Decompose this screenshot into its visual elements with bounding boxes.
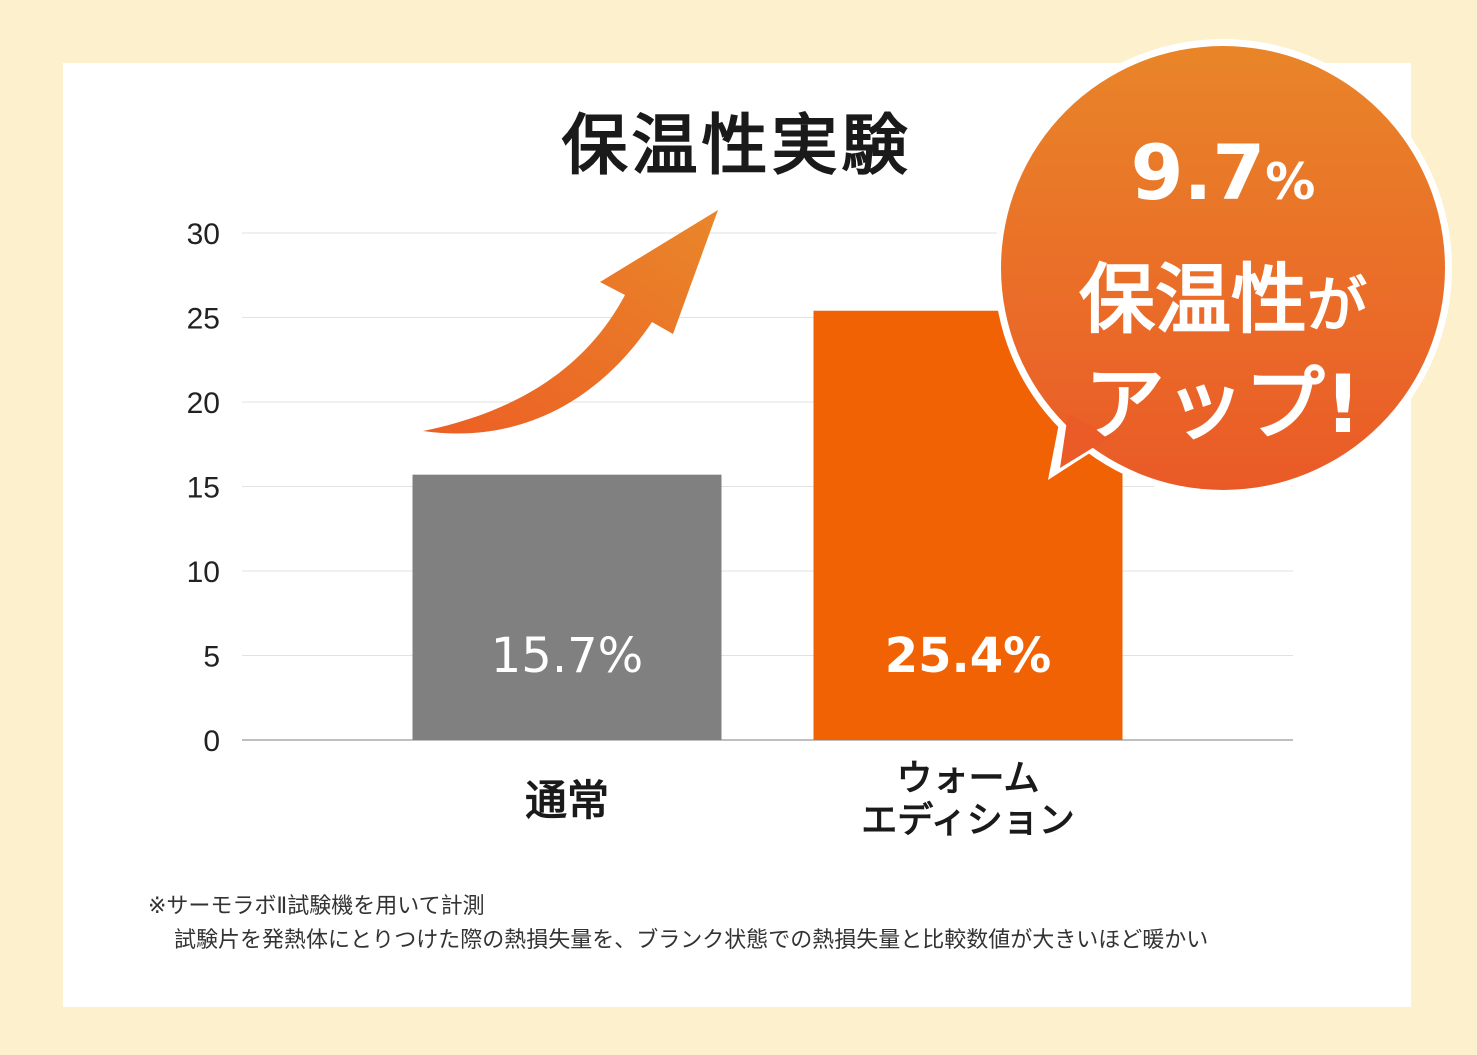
callout-line-3: アップ! xyxy=(1084,358,1362,451)
y-tick-label: 30 xyxy=(187,218,220,251)
chart-title: 保温性実験 xyxy=(561,107,912,184)
y-axis-ticks: 0 5 10 15 20 25 30 xyxy=(187,218,220,758)
y-tick-label: 25 xyxy=(187,303,220,336)
footnote-line-1: ※サーモラボⅡ試験機を用いて計測 xyxy=(148,894,485,919)
y-tick-label: 15 xyxy=(187,472,220,505)
x-category-label: 通常 xyxy=(525,776,609,825)
y-tick-label: 10 xyxy=(187,556,220,589)
bar-data-label: 25.4% xyxy=(885,628,1052,684)
y-tick-label: 20 xyxy=(187,387,220,420)
bar xyxy=(412,474,722,740)
footnote: ※サーモラボⅡ試験機を用いて計測 試験片を発熱体にとりつけた際の熱損失量を、ブラ… xyxy=(148,890,1208,958)
x-category-label: ウォーム xyxy=(897,758,1040,799)
y-tick-label: 0 xyxy=(203,725,220,758)
callout-line-2: 保温性が xyxy=(1079,255,1367,344)
bar-data-label: 15.7% xyxy=(491,628,643,684)
footnote-line-2: 試験片を発熱体にとりつけた際の熱損失量を、ブランク状態での熱損失量と比較数値が大… xyxy=(174,928,1209,953)
y-tick-label: 5 xyxy=(203,641,220,674)
up-arrow-icon xyxy=(423,210,718,434)
callout-bubble xyxy=(994,39,1452,497)
x-category-label: エディション xyxy=(861,799,1074,841)
callout-value: 9.7% xyxy=(1130,128,1316,217)
